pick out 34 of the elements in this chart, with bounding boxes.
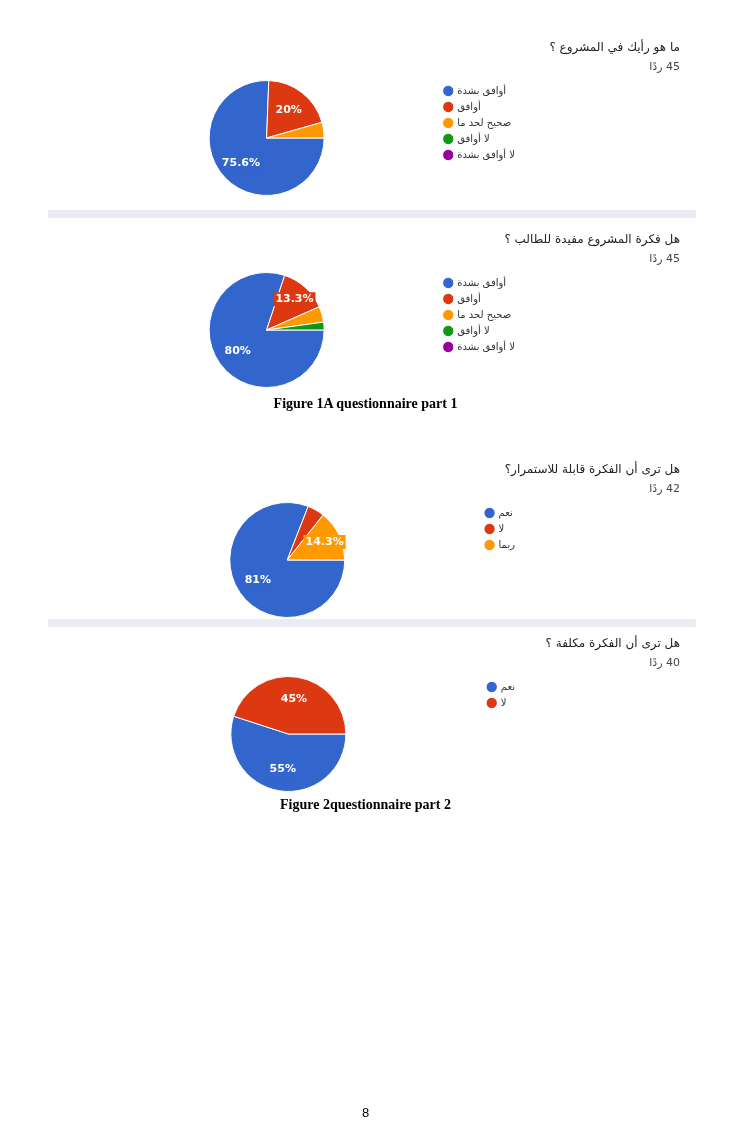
legend-label: ربما — [498, 538, 516, 550]
legend-label: نعم — [498, 506, 513, 519]
text: 40 ردًا — [649, 656, 680, 669]
text: 45 ردًا — [649, 60, 680, 73]
legend-label: لا — [498, 522, 505, 534]
data-label: 75.6% — [221, 155, 261, 169]
text: هل ترى أن الفكرة قابلة للاستمرار؟ — [504, 462, 680, 476]
data-label: 55% — [269, 762, 296, 776]
text: 42 ردًا — [649, 482, 680, 495]
caption: Figure 2questionnaire part 2 — [279, 797, 452, 813]
data-label: 13.3% — [275, 292, 314, 306]
legend-label: أوافق — [457, 99, 481, 113]
legend-label: لا أوافق — [457, 131, 490, 145]
text: ما هو رأيك في المشروع ؟ — [549, 40, 680, 54]
legend-label: أوافق بشدة — [457, 275, 507, 289]
text: 45 ردًا — [649, 252, 680, 265]
data-label: 81% — [244, 572, 272, 586]
legend-label: نعم — [500, 680, 515, 693]
legend-label: أوافق بشدة — [457, 83, 507, 97]
legend-label: صحيح لحد ما — [457, 116, 512, 129]
legend-label: لا أوافق بشدة — [457, 147, 516, 161]
data-label: 20% — [275, 102, 302, 116]
legend-label: أوافق — [457, 291, 481, 305]
data-label: 45% — [280, 691, 308, 705]
text: هل فكرة المشروع مفيدة للطالب ؟ — [504, 232, 680, 246]
data-label: 80% — [224, 343, 251, 357]
text: هل ترى أن الفكرة مكلفة ؟ — [545, 636, 680, 650]
text: 8 — [360, 1105, 371, 1120]
caption: Figure 1A questionnaire part 1 — [272, 396, 459, 412]
legend-label: لا — [500, 696, 507, 708]
legend-label: لا أوافق — [457, 323, 490, 337]
data-label: 14.3% — [305, 534, 344, 548]
legend-label: لا أوافق بشدة — [457, 339, 516, 353]
legend-label: صحيح لحد ما — [457, 308, 512, 321]
